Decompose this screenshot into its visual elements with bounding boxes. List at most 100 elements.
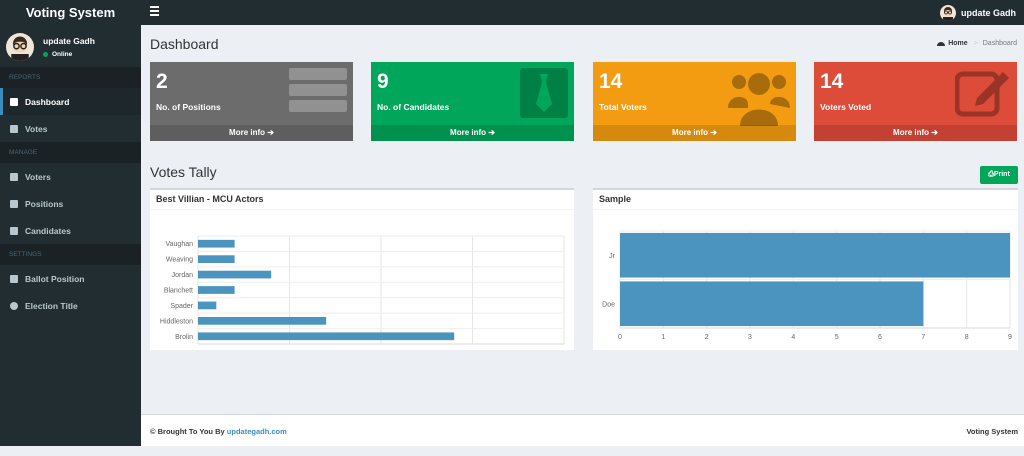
sidebar-item-votes[interactable]: Votes — [0, 115, 141, 142]
footer-credit: © Brought To You By updategadh.com — [150, 427, 287, 436]
section-settings: SETTINGS — [0, 244, 141, 265]
more-info-link[interactable]: More info ➔ — [593, 125, 796, 141]
sidebar-item-label: Voters — [25, 171, 51, 182]
top-navbar: Voting System update Gadh — [0, 0, 1024, 25]
more-info-label: More info — [893, 128, 930, 137]
breadcrumb-home[interactable]: Home — [948, 40, 968, 47]
brand-logo[interactable]: Voting System — [25, 5, 116, 20]
footer: © Brought To You By updategadh.com Votin… — [141, 414, 1024, 446]
bar-chart-best-villian: 05101520VaughanWeavingJordanBlanchettSpa… — [160, 235, 565, 345]
chart-panel-best-villian: Best Villian - MCU Actors 05101520Vaugha… — [150, 188, 574, 350]
chart-title: Sample — [599, 194, 632, 204]
votes-tally-title: Votes Tally — [150, 164, 217, 180]
chart-panel-sample: Sample 0 1 2 3 4 5 6 7 8 9 Jr Doe — [593, 188, 1018, 350]
bar — [620, 281, 924, 327]
x-tick-label: 0 — [618, 334, 622, 341]
x-tick-label: 9 — [1008, 334, 1012, 341]
sidebar-item-voters[interactable]: Voters — [0, 163, 141, 190]
tasks-icon — [289, 68, 347, 112]
arrow-circle-right-icon: ➔ — [710, 128, 717, 137]
stat-box-voters-voted: 14 Voters Voted More info ➔ — [814, 62, 1017, 141]
sidebar-item-label: Positions — [25, 198, 64, 209]
main-content: Dashboard Home > Dashboard 2 No. of Posi… — [141, 25, 1024, 414]
avatar — [939, 4, 956, 21]
more-info-link[interactable]: More info ➔ — [814, 125, 1017, 141]
breadcrumb: Home > Dashboard — [937, 40, 1017, 47]
x-tick-label: 4 — [791, 334, 795, 341]
sidebar-item-positions[interactable]: Positions — [0, 190, 141, 217]
sidebar-item-label: Dashboard — [25, 96, 70, 107]
users-icon — [10, 172, 18, 181]
sidebar-item-dashboard[interactable]: Dashboard — [0, 88, 141, 115]
stat-label: Voters Voted — [820, 102, 872, 112]
sidebar-item-candidates[interactable]: Candidates — [0, 217, 141, 244]
x-tick-label: 1 — [661, 334, 665, 341]
status-label: Online — [52, 51, 73, 58]
sidebar-item-ballot-position[interactable]: Ballot Position — [0, 265, 141, 292]
breadcrumb-separator: > — [973, 40, 978, 47]
cog-icon — [10, 301, 18, 310]
arrow-circle-right-icon: ➔ — [931, 128, 938, 137]
bar — [620, 232, 1010, 278]
online-status: Online — [43, 51, 72, 58]
edit-icon — [955, 71, 1009, 117]
lock-icon — [10, 124, 18, 133]
stat-label: Total Voters — [599, 102, 647, 112]
user-menu[interactable]: update Gadh — [939, 3, 1016, 22]
bar — [198, 332, 455, 341]
arrow-circle-right-icon: ➔ — [267, 128, 274, 137]
stat-box-positions: 2 No. of Positions More info ➔ — [150, 62, 353, 141]
file-icon — [10, 274, 18, 283]
stat-box-candidates: 9 No. of Candidates More info ➔ — [371, 62, 574, 141]
stat-number: 14 — [820, 70, 844, 93]
print-button[interactable]: ⎙Print — [980, 166, 1018, 184]
stat-label: No. of Positions — [156, 102, 221, 112]
stat-number: 14 — [599, 70, 623, 93]
bar — [198, 255, 235, 263]
black-tie-icon — [520, 68, 568, 118]
topbar-username: update Gadh — [960, 7, 1016, 18]
avatar — [6, 33, 34, 61]
stat-number: 9 — [377, 70, 389, 93]
page-title: Dashboard — [150, 36, 219, 52]
x-tick-label: 2 — [705, 334, 709, 341]
bar — [198, 239, 235, 248]
y-tick-label: Weaving — [166, 257, 193, 264]
x-tick-label: 6 — [878, 334, 882, 341]
stat-number: 2 — [156, 70, 168, 93]
tasks-icon — [10, 199, 18, 208]
footer-app-name: Voting System — [966, 427, 1018, 436]
bar — [198, 317, 327, 325]
sidebar-item-label: Candidates — [25, 225, 71, 236]
sidebar-toggle-icon[interactable] — [150, 6, 159, 17]
y-tick-label: Blanchett — [164, 288, 193, 295]
footer-prefix: © Brought To You By — [150, 427, 227, 436]
stat-label: No. of Candidates — [377, 102, 450, 112]
sidebar-item-election-title[interactable]: Election Title — [0, 292, 141, 319]
sidebar-item-label: Ballot Position — [25, 273, 85, 284]
section-manage: MANAGE — [0, 142, 141, 163]
footer-link[interactable]: updategadh.com — [226, 427, 287, 436]
y-tick-label: Vaughan — [165, 241, 193, 248]
x-tick-label: 8 — [965, 334, 969, 341]
print-icon: ⎙ — [988, 171, 994, 178]
y-tick-label: Jordan — [172, 272, 194, 279]
bar — [198, 270, 272, 279]
more-info-label: More info — [229, 128, 266, 137]
x-tick-label: 5 — [835, 334, 839, 341]
more-info-link[interactable]: More info ➔ — [150, 125, 353, 141]
bar — [198, 301, 217, 310]
y-tick-label: Doe — [602, 301, 615, 308]
print-label: Print — [993, 171, 1010, 178]
y-tick-label: Brolin — [175, 334, 193, 341]
stat-box-total-voters: 14 Total Voters More info ➔ — [593, 62, 796, 141]
breadcrumb-current: Dashboard — [982, 40, 1017, 47]
y-tick-label: Spader — [170, 303, 193, 310]
more-info-link[interactable]: More info ➔ — [371, 125, 574, 141]
more-info-label: More info — [672, 128, 709, 137]
black-tie-icon — [10, 226, 18, 235]
bar-chart-sample: 0 1 2 3 4 5 6 7 8 9 Jr Doe — [602, 230, 1012, 341]
online-dot-icon — [43, 52, 48, 57]
sidebar: update Gadh Online REPORTS Dashboard Vot… — [0, 25, 141, 446]
sidebar-item-label: Election Title — [25, 300, 78, 311]
